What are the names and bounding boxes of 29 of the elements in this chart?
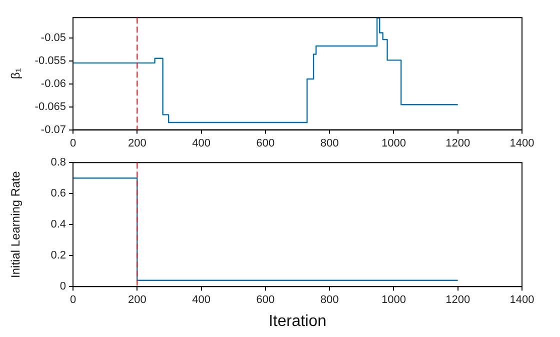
x-tick-label: 200 bbox=[128, 137, 146, 150]
y-tick-label: 0.4 bbox=[50, 218, 66, 231]
x-tick-label: 1400 bbox=[510, 137, 534, 150]
x-tick-label: 1200 bbox=[446, 137, 470, 150]
y-tick-label: 0.2 bbox=[50, 250, 66, 262]
x-tick-label: 600 bbox=[256, 137, 275, 150]
y-tick-label: 0.8 bbox=[50, 156, 66, 169]
x-tick-label: 0 bbox=[70, 294, 76, 306]
y-axis-title: Initial Learning Rate bbox=[8, 170, 23, 278]
y-tick-label: -0.055 bbox=[34, 55, 66, 68]
y-axis-title: β₁ bbox=[8, 68, 23, 80]
x-tick-label: 1400 bbox=[510, 294, 534, 306]
y-tick-label: 0 bbox=[60, 280, 66, 293]
x-tick-label: 0 bbox=[70, 137, 76, 150]
y-tick-label: -0.05 bbox=[40, 32, 66, 44]
x-tick-label: 1000 bbox=[381, 294, 406, 306]
y-tick-label: -0.06 bbox=[40, 78, 66, 90]
x-tick-label: 200 bbox=[128, 294, 146, 306]
x-tick-label: 400 bbox=[192, 294, 210, 306]
y-tick-label: -0.07 bbox=[40, 124, 66, 136]
x-tick-label: 800 bbox=[320, 137, 339, 150]
x-tick-label: 1200 bbox=[446, 294, 470, 306]
x-tick-label: 800 bbox=[320, 294, 339, 306]
x-tick-label: 1000 bbox=[381, 137, 406, 150]
x-axis-title: Iteration bbox=[268, 312, 326, 330]
y-tick-label: 0.6 bbox=[50, 188, 66, 200]
x-tick-label: 400 bbox=[192, 137, 210, 150]
x-tick-label: 600 bbox=[256, 294, 275, 306]
y-tick-label: -0.065 bbox=[34, 100, 66, 113]
